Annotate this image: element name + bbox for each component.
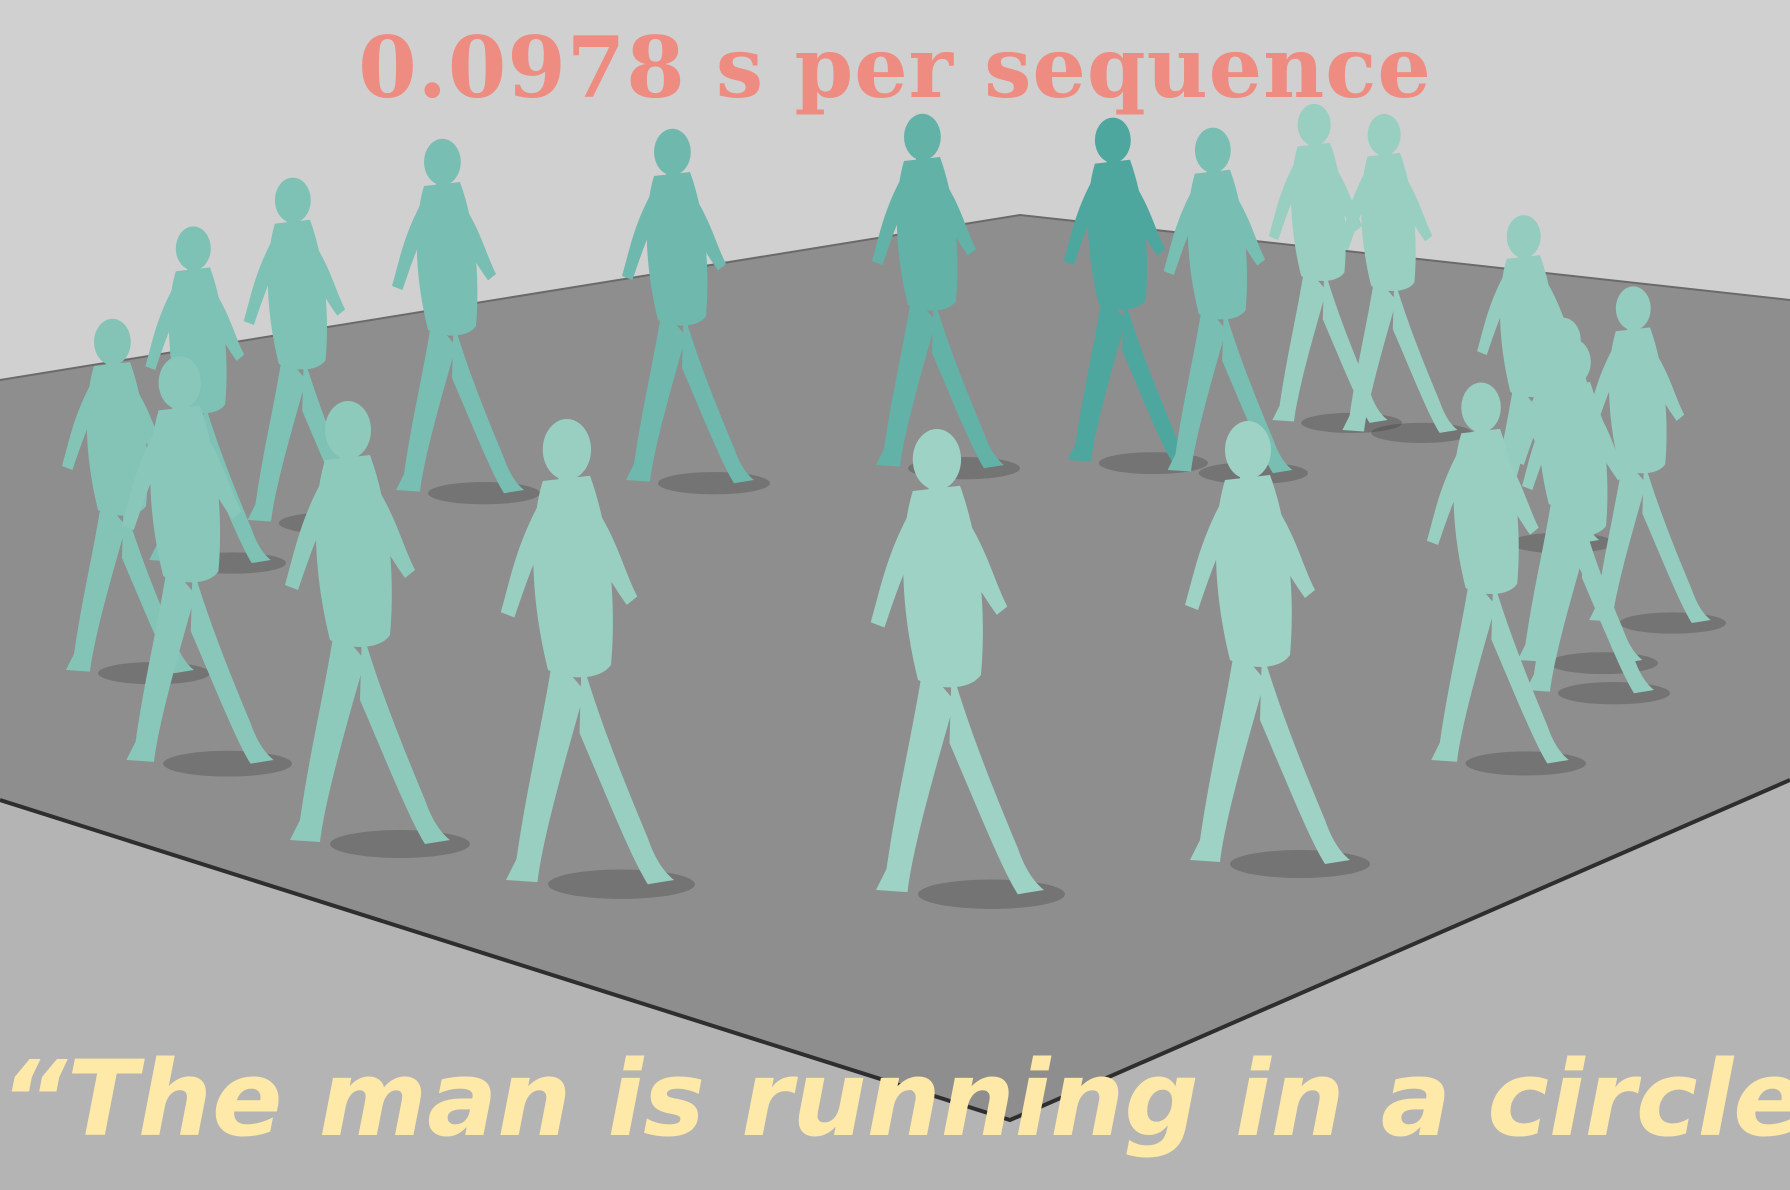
- runner-figure: [1522, 338, 1670, 705]
- runner-figure: [622, 128, 770, 495]
- runner-figure: [285, 401, 470, 858]
- runner-figure: [1063, 117, 1208, 475]
- floor-plane: [0, 215, 1790, 1120]
- runner-figure: [1163, 127, 1308, 485]
- figure-ring: [62, 103, 1726, 909]
- runner-figure: [121, 356, 292, 777]
- runner-figure: [1338, 113, 1472, 443]
- prompt-caption: “The man is running in a circle.”: [0, 1038, 1790, 1160]
- runner-figure: [1185, 421, 1370, 878]
- runner-figure: [870, 429, 1065, 909]
- floor-edge: [0, 778, 1790, 1123]
- timing-label: 0.0978 s per sequence: [358, 18, 1432, 117]
- runner-figure: [392, 138, 540, 505]
- runner-figure: [62, 318, 210, 685]
- runner-figure: [872, 113, 1020, 480]
- runner-figure: [1426, 382, 1586, 776]
- runner-figure: [500, 419, 695, 899]
- runner-figure: [1585, 286, 1726, 634]
